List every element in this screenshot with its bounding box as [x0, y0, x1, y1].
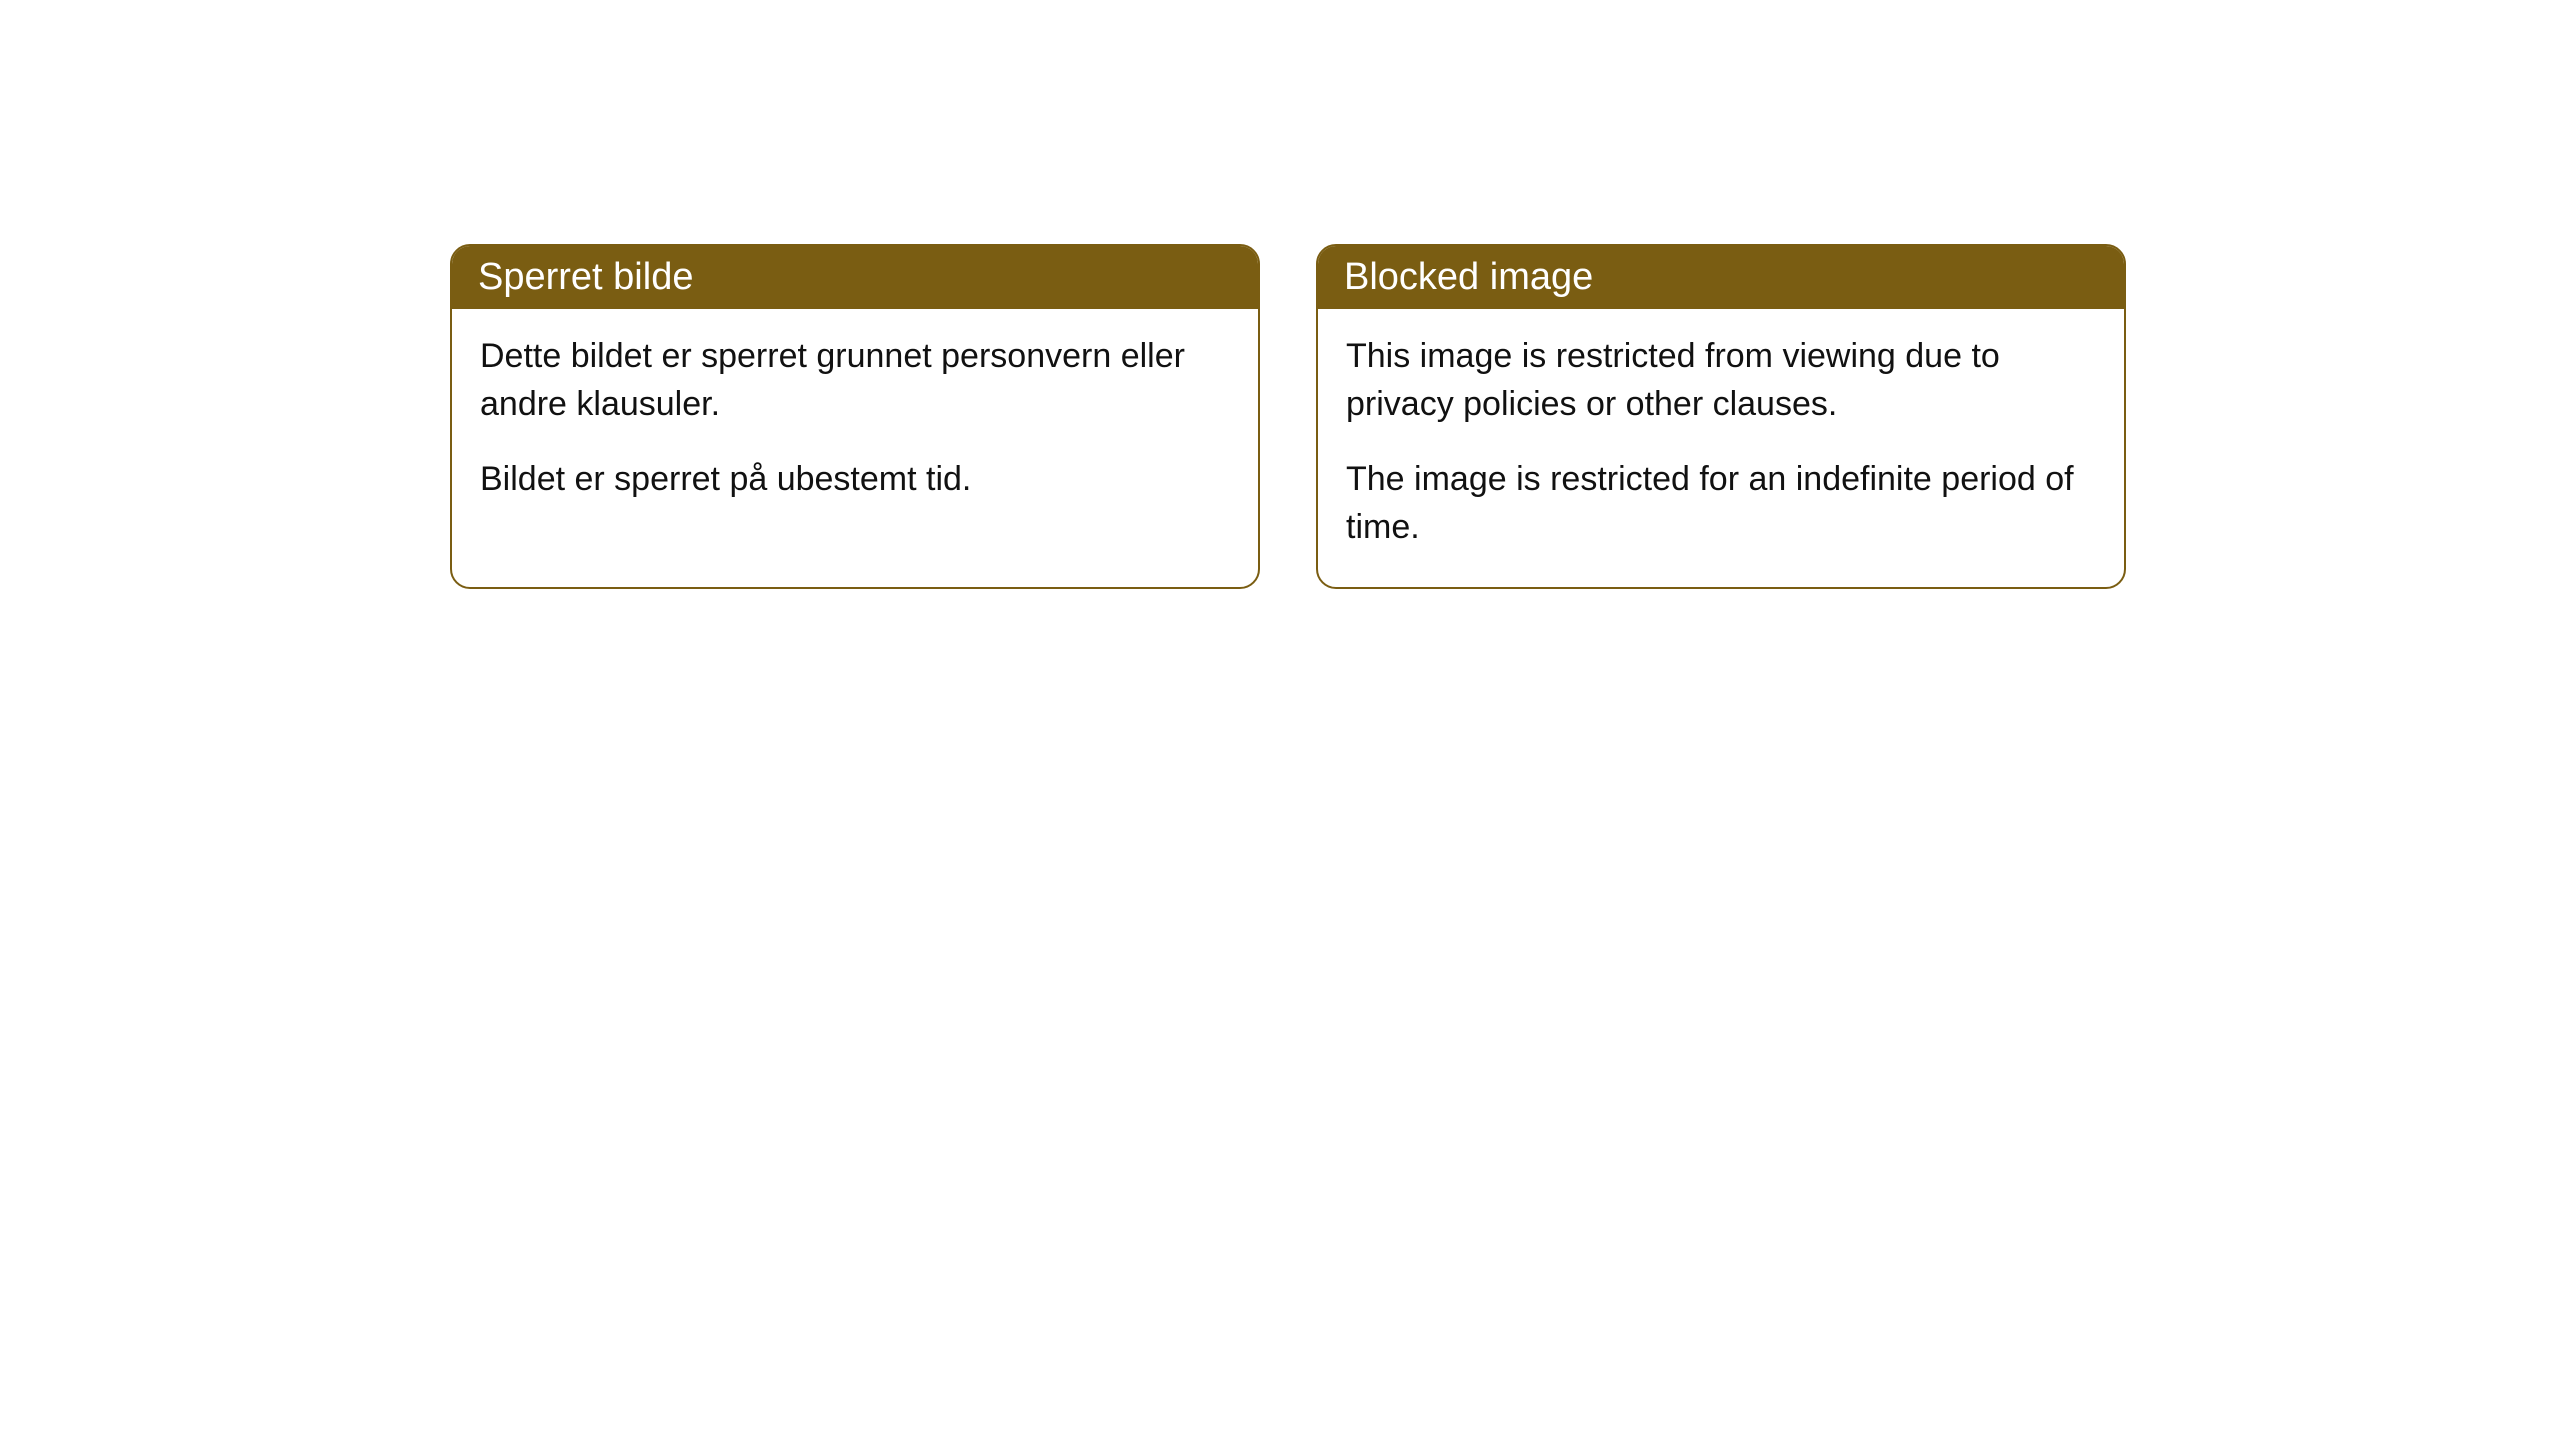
card-paragraph2-en: The image is restricted for an indefinit…	[1346, 456, 2096, 551]
card-header-no: Sperret bilde	[452, 246, 1258, 309]
blocked-image-card-en: Blocked image This image is restricted f…	[1316, 244, 2126, 589]
notice-cards-container: Sperret bilde Dette bildet er sperret gr…	[450, 244, 2126, 589]
card-title-no: Sperret bilde	[478, 256, 693, 298]
card-paragraph1-no: Dette bildet er sperret grunnet personve…	[480, 333, 1230, 428]
card-paragraph2-no: Bildet er sperret på ubestemt tid.	[480, 456, 1230, 504]
card-body-no: Dette bildet er sperret grunnet personve…	[452, 309, 1258, 540]
card-body-en: This image is restricted from viewing du…	[1318, 309, 2124, 587]
card-header-en: Blocked image	[1318, 246, 2124, 309]
card-title-en: Blocked image	[1344, 256, 1593, 298]
card-paragraph1-en: This image is restricted from viewing du…	[1346, 333, 2096, 428]
blocked-image-card-no: Sperret bilde Dette bildet er sperret gr…	[450, 244, 1260, 589]
